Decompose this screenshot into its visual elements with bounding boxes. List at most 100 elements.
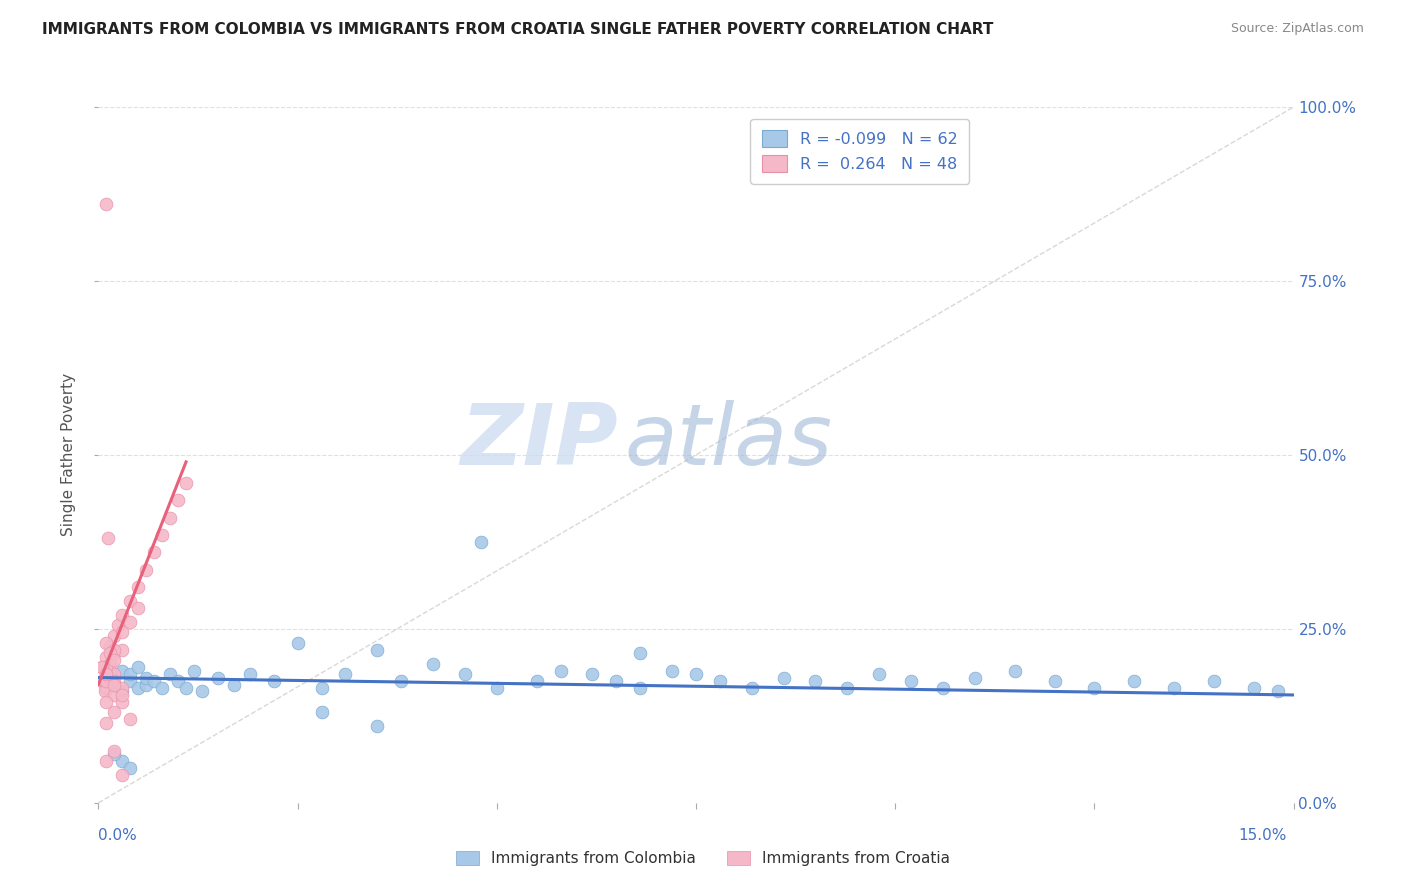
Point <box>91 660 114 674</box>
Point <box>103 646 125 660</box>
Point <box>550 664 572 678</box>
Point <box>120 761 142 775</box>
Point <box>111 768 134 782</box>
Point <box>111 664 134 678</box>
Point <box>127 681 149 695</box>
Point <box>150 681 173 695</box>
Point <box>103 688 125 702</box>
Point <box>628 646 651 660</box>
Point <box>581 667 603 681</box>
Point <box>366 642 388 657</box>
Point <box>91 674 114 689</box>
Point <box>96 649 118 664</box>
Point <box>1202 674 1225 689</box>
Point <box>127 580 149 594</box>
Point <box>120 667 142 681</box>
Point <box>174 475 197 490</box>
Point <box>287 636 309 650</box>
Point <box>804 674 827 689</box>
Point <box>100 657 122 671</box>
Text: ZIP: ZIP <box>461 400 619 483</box>
Point <box>107 618 129 632</box>
Point <box>96 667 118 681</box>
Point <box>96 197 118 211</box>
Point <box>263 674 285 689</box>
Text: 0.0%: 0.0% <box>98 828 138 843</box>
Point <box>96 754 118 768</box>
Point <box>103 653 125 667</box>
Point <box>91 660 114 674</box>
Text: 15.0%: 15.0% <box>1239 828 1286 843</box>
Point <box>111 625 134 640</box>
Point <box>605 674 627 689</box>
Text: IMMIGRANTS FROM COLOMBIA VS IMMIGRANTS FROM CROATIA SINGLE FATHER POVERTY CORREL: IMMIGRANTS FROM COLOMBIA VS IMMIGRANTS F… <box>42 22 994 37</box>
Point <box>100 639 122 653</box>
Point <box>150 528 173 542</box>
Point <box>135 563 157 577</box>
Point <box>120 674 142 689</box>
Point <box>120 615 142 629</box>
Point <box>96 681 118 695</box>
Point <box>103 667 125 681</box>
Point <box>111 684 134 698</box>
Point <box>1267 684 1289 698</box>
Point <box>94 684 117 698</box>
Point <box>100 646 122 660</box>
Point <box>96 674 118 689</box>
Point <box>159 667 181 681</box>
Point <box>470 535 492 549</box>
Point <box>311 681 333 695</box>
Point <box>96 674 118 689</box>
Point <box>143 674 166 689</box>
Point <box>127 601 149 615</box>
Point <box>111 607 134 622</box>
Point <box>96 660 118 674</box>
Point <box>120 594 142 608</box>
Point <box>661 664 683 678</box>
Point <box>127 660 149 674</box>
Point <box>103 674 125 689</box>
Point <box>111 642 134 657</box>
Point <box>1163 681 1185 695</box>
Point <box>103 677 125 691</box>
Point <box>159 510 181 524</box>
Point <box>741 681 763 695</box>
Point <box>900 674 922 689</box>
Point <box>191 684 214 698</box>
Point <box>167 493 190 508</box>
Point <box>335 667 357 681</box>
Point <box>103 747 125 761</box>
Point <box>103 629 125 643</box>
Point <box>96 667 118 681</box>
Point <box>96 636 118 650</box>
Y-axis label: Single Father Poverty: Single Father Poverty <box>60 374 76 536</box>
Point <box>97 532 120 546</box>
Point <box>963 671 986 685</box>
Point <box>1123 674 1146 689</box>
Point <box>1004 664 1026 678</box>
Point <box>111 754 134 768</box>
Point <box>1243 681 1265 695</box>
Point <box>135 671 157 685</box>
Point <box>239 667 262 681</box>
Point <box>526 674 548 689</box>
Point <box>837 681 859 695</box>
Point <box>207 671 229 685</box>
Point <box>143 545 166 559</box>
Point <box>454 667 477 681</box>
Point <box>1083 681 1105 695</box>
Point <box>709 674 731 689</box>
Point <box>868 667 890 681</box>
Point <box>183 664 205 678</box>
Point <box>167 674 190 689</box>
Point <box>685 667 707 681</box>
Point <box>111 695 134 709</box>
Point <box>485 681 508 695</box>
Point <box>96 681 118 695</box>
Point <box>103 642 125 657</box>
Point <box>389 674 412 689</box>
Point <box>103 744 125 758</box>
Point <box>628 681 651 695</box>
Text: atlas: atlas <box>624 400 832 483</box>
Point <box>111 681 134 695</box>
